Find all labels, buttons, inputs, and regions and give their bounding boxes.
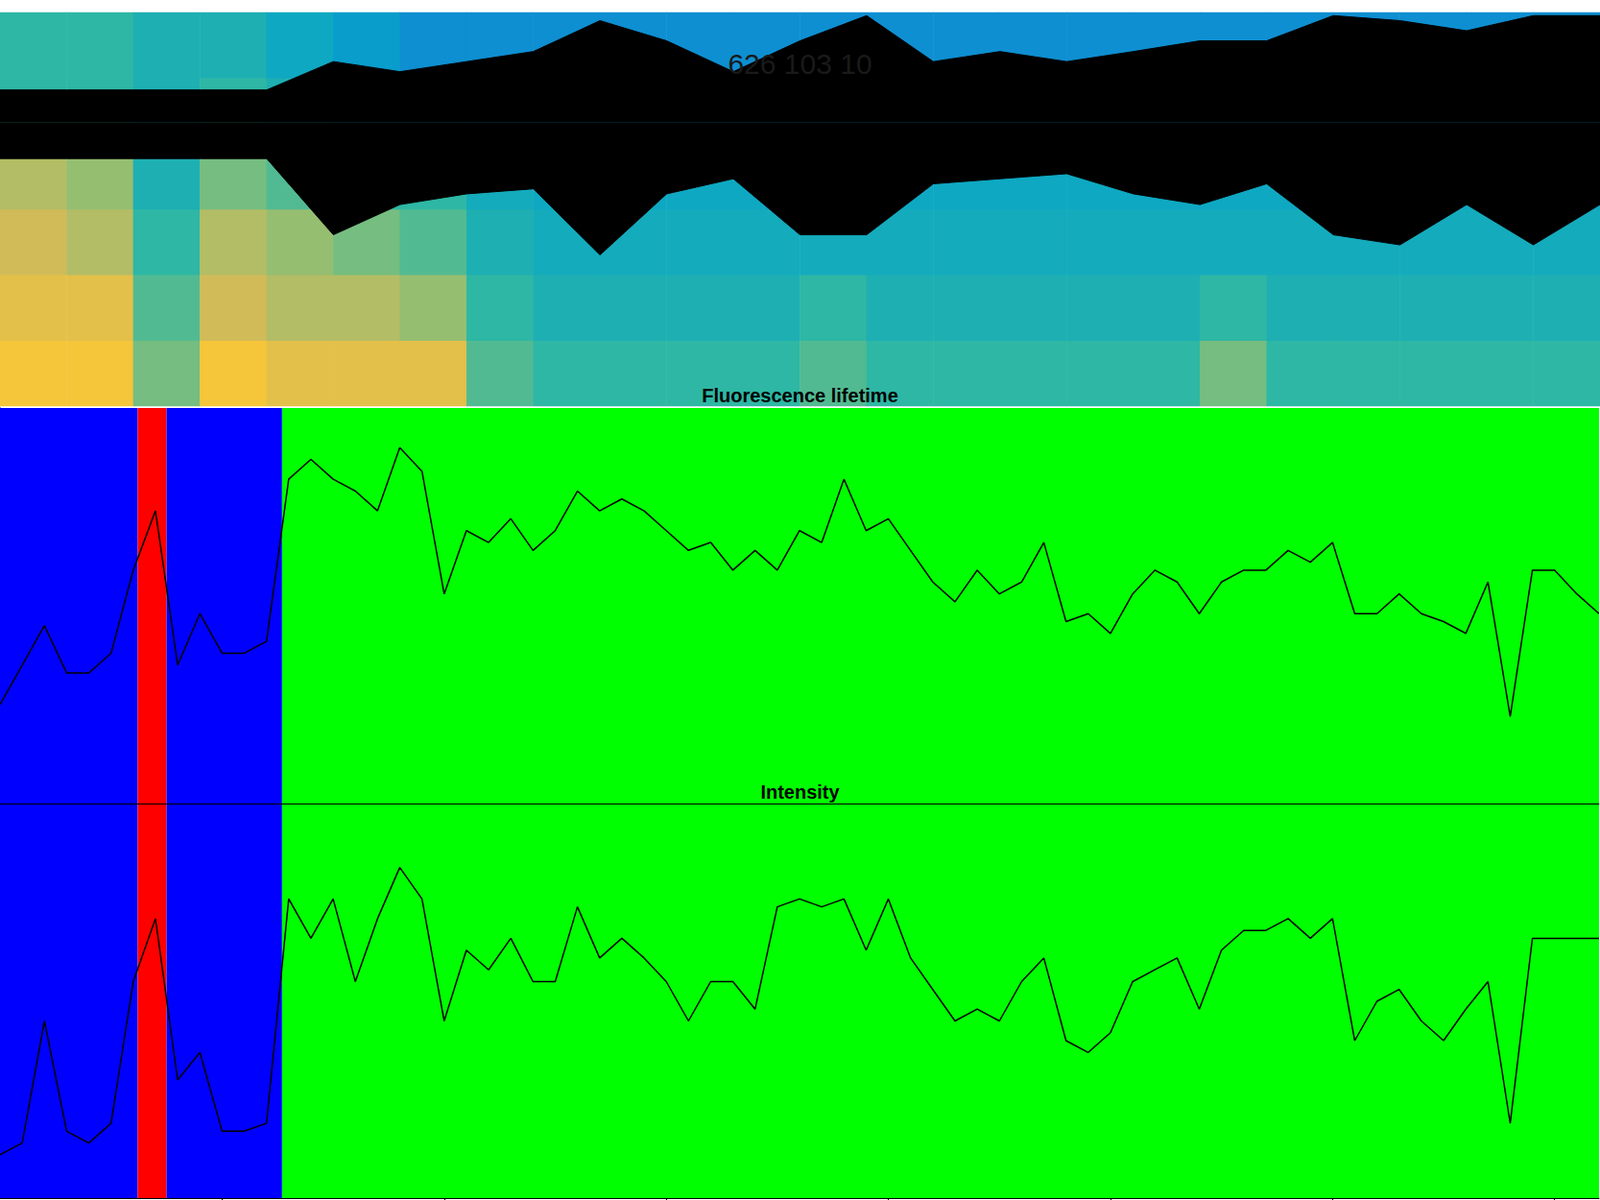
svg-text:Intensity: Intensity [760, 781, 840, 803]
svg-text:626 103 10: 626 103 10 [727, 47, 872, 80]
svg-text:Fluorescence lifetime: Fluorescence lifetime [701, 384, 899, 406]
